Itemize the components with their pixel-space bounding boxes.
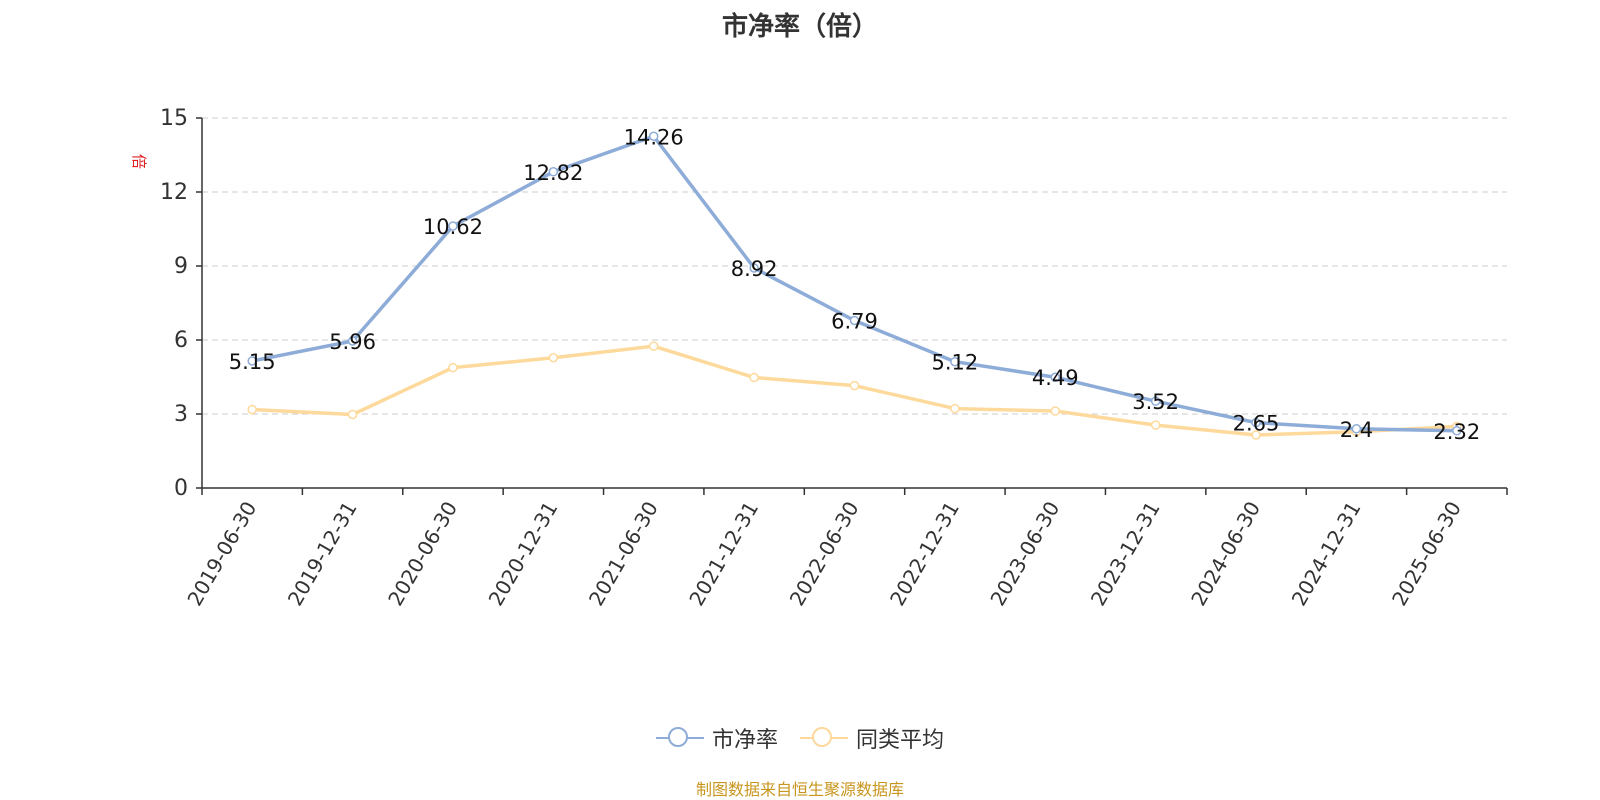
series-2-point	[749, 372, 759, 383]
series-2-point	[648, 341, 659, 351]
chart-title: 市净率（倍）	[721, 12, 878, 42]
series-2-point	[548, 353, 559, 363]
series-1-point	[950, 356, 960, 367]
data-label: 5.96	[329, 330, 376, 354]
x-tick-label: 2022-06-30	[785, 497, 864, 610]
x-tick-label: 2019-12-31	[283, 497, 362, 610]
series-1-point	[1150, 396, 1161, 406]
data-label: 3.52	[1132, 390, 1179, 414]
x-tick-label: 2023-12-31	[1086, 497, 1165, 610]
series-1-point	[347, 336, 358, 346]
data-source-note: 制图数据来自恒生聚源数据库	[695, 780, 904, 799]
data-label: 4.49	[1032, 366, 1079, 390]
x-tick-label: 2024-06-30	[1186, 497, 1265, 610]
x-tick-label: 2023-06-30	[985, 497, 1064, 610]
y-tick-label: 0	[174, 476, 188, 501]
series-1-point	[849, 315, 860, 326]
data-label: 2.65	[1233, 412, 1280, 436]
x-tick-label: 2019-06-30	[182, 497, 261, 610]
data-label: 10.62	[423, 215, 483, 239]
series-2-point	[1150, 420, 1161, 430]
series-1-point	[448, 221, 458, 231]
series-1-point	[749, 263, 759, 273]
legend-label-series-2: 同类平均	[856, 728, 945, 753]
series-2-point	[1050, 406, 1061, 416]
y-tick-label: 9	[174, 254, 188, 279]
series-2-point	[1251, 430, 1261, 440]
y-tick-label: 15	[160, 106, 188, 131]
legend-swatch-series-1	[655, 726, 704, 750]
chart-area: 0 3 6 9 12 15 2019-06-30 2019-12-31 2020-06-30 20…	[160, 106, 1508, 610]
series-2-point	[247, 404, 257, 415]
legend-item-series-2[interactable]: 同类平均	[800, 722, 944, 754]
series-1-point	[1251, 417, 1261, 428]
x-tick-label: 2024-12-31	[1287, 497, 1366, 610]
y-tick-label: 3	[174, 402, 188, 427]
y-tick-label: 6	[174, 328, 188, 353]
x-tick-label: 2022-12-31	[885, 497, 964, 610]
data-label: 5.15	[229, 350, 276, 374]
series-2-point	[347, 409, 358, 420]
series-2-point	[849, 380, 860, 391]
x-tick-label: 2021-12-31	[684, 497, 763, 610]
series-1-point	[648, 131, 659, 142]
legend-item-series-1[interactable]: 市净率	[655, 722, 778, 754]
y-tick-label: 12	[160, 180, 188, 205]
series-1-point	[1452, 426, 1462, 436]
data-label: 2.32	[1433, 420, 1480, 444]
legend: 市净率 同类平均	[0, 722, 1600, 754]
data-label: 8.92	[731, 257, 778, 281]
series-1-point	[1351, 424, 1362, 434]
series-2-point	[950, 403, 960, 414]
legend-label-series-1: 市净率	[711, 728, 778, 753]
data-label: 12.82	[523, 161, 583, 185]
x-tick-label: 2020-12-31	[484, 497, 563, 610]
legend-swatch-series-2	[800, 726, 848, 750]
data-label: 2.4	[1340, 418, 1373, 442]
series-2-point	[448, 362, 458, 373]
data-label: 14.26	[624, 125, 684, 149]
x-tick-label: 2025-06-30	[1387, 497, 1466, 610]
data-label: 5.12	[932, 351, 979, 375]
x-tick-label: 2021-06-30	[584, 497, 663, 610]
series-1-point	[548, 167, 559, 177]
x-tick-label: 2020-06-30	[383, 497, 462, 610]
data-label: 6.79	[831, 310, 878, 334]
series-1-point	[1050, 372, 1061, 382]
series-1-point	[247, 356, 257, 366]
